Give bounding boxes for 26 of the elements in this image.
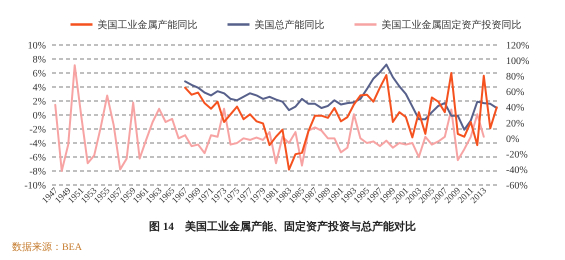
y-tick-label: 10% <box>28 40 46 52</box>
y2-tick-label: 120% <box>506 40 530 52</box>
source-note: 数据来源：BEA <box>12 241 83 253</box>
y2-tick-label: 20% <box>506 118 524 130</box>
y-tick-label: -4% <box>29 138 46 150</box>
y2-tick-label: 0% <box>506 134 520 145</box>
y2-tick-label: -20% <box>506 149 528 160</box>
y2-tick-label: 100% <box>506 56 530 68</box>
y2-tick-label: 80% <box>506 72 524 83</box>
y-tick-label: -6% <box>29 152 46 164</box>
y2-tick-label: 40% <box>506 102 524 114</box>
y2-tick-label: -60% <box>506 180 528 192</box>
text: 图 14 美国工业金属产能、固定资产投资与总产能对比 <box>149 220 416 233</box>
legend-label: 美国工业金属固定资产投资同比 <box>382 19 522 31</box>
legend-label: 美国工业金属产能同比 <box>98 19 198 31</box>
y2-tick-label: -40% <box>506 164 528 176</box>
y-tick-label: 6% <box>32 68 46 80</box>
y-tick-label: -8% <box>29 166 46 178</box>
y-tick-label: 0% <box>32 110 46 122</box>
y-tick-label: 4% <box>32 82 46 94</box>
y-tick-label: -2% <box>29 124 46 136</box>
y-tick-label: 8% <box>32 54 46 66</box>
y-tick-label: 2% <box>32 96 46 108</box>
y2-tick-label: 60% <box>506 87 524 98</box>
legend-label: 美国总产能同比 <box>254 19 324 31</box>
y-tick-label: -10% <box>24 180 46 192</box>
